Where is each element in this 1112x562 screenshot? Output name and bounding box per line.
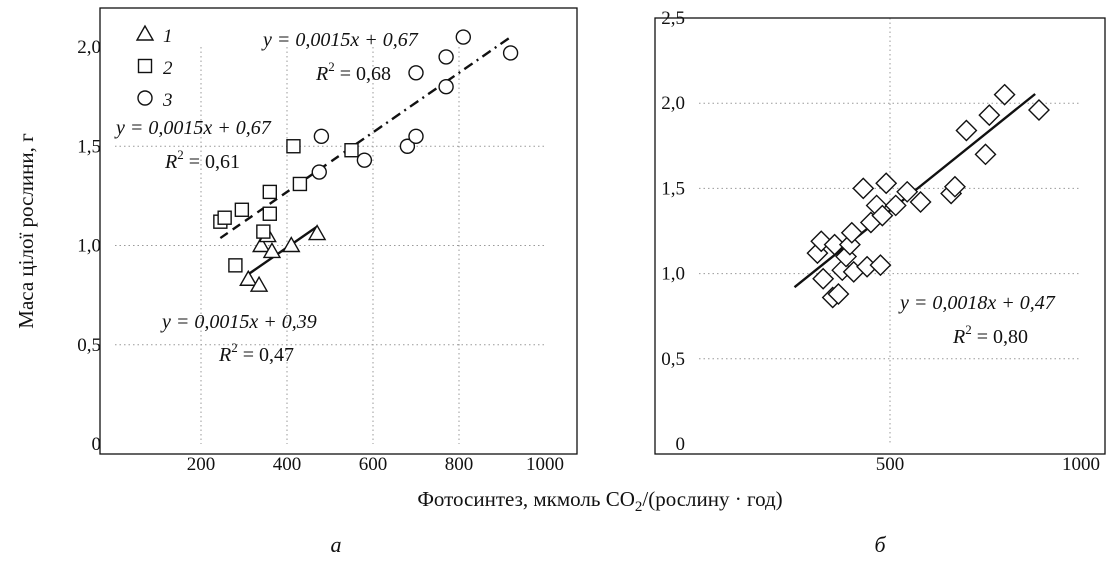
series-2-equation: y = 0,0015x + 0,67: [114, 117, 272, 139]
panel-b-series-point: [943, 175, 966, 198]
legend-marker-2: [137, 58, 153, 74]
panel-b-series-point: [812, 267, 835, 290]
series-1-equation: y = 0,0015x + 0,39: [160, 311, 317, 333]
panel-b-markers: [806, 83, 1050, 309]
panel-a-x-tick-label: 200: [187, 454, 216, 475]
panel-b-y-tick-label: 2,0: [661, 93, 685, 114]
series-1-point: [307, 224, 327, 241]
panel-b-series-point: [875, 172, 898, 195]
panel-b-series-point: [909, 191, 932, 214]
panel-b-series-point: [978, 104, 1001, 127]
series-1-point: [251, 236, 271, 253]
y-axis-label: Маса цілої рослини, г: [14, 133, 38, 329]
panel-b-plot-area: [654, 17, 1106, 455]
series-3-point: [502, 45, 519, 61]
series-3-point: [313, 128, 330, 145]
series-1-point: [249, 275, 269, 292]
panel-b-x-tick-label: 500: [876, 454, 905, 475]
series-2-point: [262, 184, 277, 200]
series-3-point: [438, 49, 454, 65]
panel-b-y-tick-label: 1,0: [661, 264, 685, 285]
panel-b-series-point: [955, 119, 978, 142]
panel-a-x-tick-label: 400: [273, 454, 302, 475]
legend-label-1: 1: [163, 26, 173, 47]
panel-b-y-tick-label: 2,5: [661, 8, 685, 29]
series-3-r2: R2 = 0,68: [315, 59, 391, 85]
panel-a-markers: [213, 29, 519, 292]
series-3-point: [455, 29, 471, 45]
panel-b-series-point: [993, 83, 1016, 106]
panel-a-y-tick-label: 0,5: [77, 335, 101, 356]
panel-a-plot-area: [99, 7, 578, 455]
panel-a-x-tick-label: 1000: [526, 454, 564, 475]
panel-a-legend: 1 2 3: [135, 24, 173, 111]
panel-a-tick-labels: 200 400 600 800 1000 0 0,5 1,0 1,5 2,0: [77, 37, 564, 475]
panel-b-r2: R2 = 0,80: [952, 322, 1028, 348]
panel-a-y-tick-label: 1,0: [77, 236, 101, 257]
panel-b-series-point: [871, 204, 894, 227]
series-3-point: [438, 78, 454, 95]
panel-b-y-tick-label: 0,5: [661, 349, 685, 370]
panel-b-series-point: [884, 194, 907, 217]
panel-b-equation: y = 0,0018x + 0,47: [898, 292, 1056, 314]
legend-marker-3: [137, 90, 153, 106]
panel-b-series-point: [869, 254, 892, 277]
series-2-point: [344, 143, 359, 158]
panel-b-label: б: [874, 532, 886, 557]
panel-a: 200 400 600 800 1000 0 0,5 1,0 1,5 2,0 1 2 3 y = 0,…: [14, 7, 578, 557]
series-2-point: [292, 176, 308, 192]
panel-b-series-point: [1027, 99, 1050, 122]
series-1-r2: R2 = 0,47: [218, 340, 294, 366]
x-axis-label: Фотосинтез, мкмоль CO2/(рослину · год): [417, 487, 782, 515]
panel-b: 500 1000 0 0,5 1,0 1,5 2,0 2,5 y = 0,0018x + 0,…: [654, 8, 1106, 557]
panel-b-series-point: [840, 221, 863, 244]
series-3-equation: y = 0,0015x + 0,67: [261, 29, 419, 51]
panel-b-y-tick-label: 1,5: [661, 178, 685, 199]
series-2-point: [217, 210, 232, 225]
series-2-point: [262, 206, 277, 221]
panel-a-x-tick-label: 600: [359, 454, 388, 475]
panel-b-y-tick-label: 0: [676, 434, 686, 455]
panel-a-y-tick-label: 0: [92, 434, 102, 455]
series-3-point: [399, 138, 416, 154]
panel-b-series-point: [896, 180, 919, 203]
series-1-point: [262, 242, 282, 259]
series-2-trend-line: [219, 143, 357, 240]
legend-label-2: 2: [163, 58, 173, 79]
legend-label-3: 3: [162, 90, 173, 111]
panel-b-series-point: [852, 177, 875, 200]
series-3-point: [408, 128, 424, 145]
panel-b-series-point: [823, 233, 846, 256]
series-1-trend-line: [247, 225, 318, 276]
panel-a-x-tick-label: 800: [445, 454, 474, 475]
panel-a-grid: [115, 47, 545, 444]
series-2-point: [234, 202, 250, 217]
panel-b-series-point: [974, 143, 997, 166]
series-3-point: [408, 65, 424, 81]
legend-marker-1: [135, 24, 155, 41]
series-3-point: [311, 164, 327, 180]
series-2-point: [286, 139, 301, 154]
series-2-point: [256, 224, 271, 239]
panel-b-x-tick-label: 1000: [1062, 454, 1100, 475]
series-1-point: [239, 269, 258, 286]
panel-a-label: а: [331, 532, 342, 557]
series-2-point: [228, 258, 243, 273]
panel-a-y-tick-label: 1,5: [77, 136, 101, 157]
panel-a-trend-lines: [219, 36, 512, 276]
panel-a-y-tick-label: 2,0: [77, 37, 101, 58]
series-2-r2: R2 = 0,61: [164, 147, 240, 173]
panel-b-series-point: [827, 283, 850, 306]
series-1-point: [282, 236, 301, 253]
panel-b-tick-labels: 500 1000 0 0,5 1,0 1,5 2,0 2,5: [661, 8, 1100, 475]
series-3-point: [356, 152, 373, 168]
panel-b-grid: [699, 18, 1081, 444]
series-3-trend-line: [355, 36, 512, 146]
